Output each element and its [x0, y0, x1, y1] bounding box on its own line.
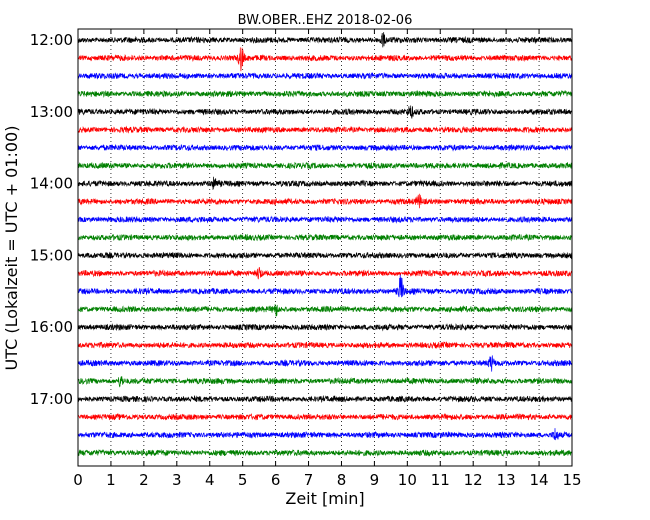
- trace-1315: [77, 125, 573, 134]
- trace-1700: [77, 394, 573, 403]
- y-tick-label-1200: 12:00: [30, 31, 73, 49]
- y-tick-label-1600: 16:00: [30, 318, 73, 336]
- trace-1745: [77, 448, 572, 457]
- x-tick-label-4: 4: [205, 471, 215, 489]
- y-tick-label-1700: 17:00: [30, 390, 73, 408]
- trace-1615: [77, 341, 573, 349]
- trace-1630: [77, 355, 573, 372]
- x-tick-label-15: 15: [562, 471, 581, 489]
- x-tick-label-5: 5: [238, 471, 248, 489]
- trace-1345: [77, 161, 573, 170]
- trace-1300: [77, 105, 573, 119]
- x-tick-label-6: 6: [271, 471, 281, 489]
- trace-1445: [77, 233, 573, 242]
- trace-1200: [77, 32, 573, 48]
- x-axis-label: Zeit [min]: [285, 489, 364, 508]
- trace-1245: [77, 89, 573, 99]
- x-tick-label-13: 13: [497, 471, 516, 489]
- x-tick-label-0: 0: [73, 471, 83, 489]
- x-tick-label-10: 10: [398, 471, 417, 489]
- trace-1230: [77, 72, 573, 80]
- trace-1400: [77, 176, 573, 191]
- x-tick-label-7: 7: [304, 471, 314, 489]
- x-tick-label-2: 2: [139, 471, 149, 489]
- trace-1530: [77, 274, 573, 298]
- seismic-traces: [77, 32, 573, 457]
- y-axis-label: UTC (Lokalzeit = UTC + 01:00): [2, 126, 21, 371]
- y-tick-label-1500: 15:00: [30, 246, 73, 264]
- trace-1330: [77, 143, 572, 152]
- y-tick-label-1300: 13:00: [30, 103, 73, 121]
- trace-1545: [77, 304, 573, 317]
- y-axis-ticks: 12:00 13:00 14:00 15:00 16:00 17:00: [30, 31, 572, 408]
- trace-1430: [77, 215, 573, 224]
- trace-1715: [77, 412, 573, 421]
- trace-1515: [77, 267, 573, 280]
- x-axis-ticks: 0 1 2 3 4 5 6 7 8 9 10 11 12 13 14 15: [73, 29, 582, 489]
- x-tick-label-9: 9: [370, 471, 380, 489]
- chart-title: BW.OBER..EHZ 2018-02-06: [238, 13, 413, 28]
- trace-1645: [77, 376, 573, 388]
- plot-frame: [77, 28, 573, 467]
- vertical-gridlines: [110, 29, 540, 466]
- trace-1600: [77, 323, 573, 332]
- x-tick-label-12: 12: [464, 471, 483, 489]
- trace-1215: [77, 47, 573, 72]
- trace-1730: [77, 428, 573, 441]
- y-tick-label-1400: 14:00: [30, 175, 73, 193]
- trace-1415: [77, 193, 573, 209]
- x-tick-label-8: 8: [337, 471, 347, 489]
- x-tick-label-11: 11: [431, 471, 450, 489]
- trace-1500: [77, 251, 573, 260]
- x-tick-label-3: 3: [172, 471, 182, 489]
- x-tick-label-14: 14: [530, 471, 549, 489]
- x-tick-label-1: 1: [106, 471, 116, 489]
